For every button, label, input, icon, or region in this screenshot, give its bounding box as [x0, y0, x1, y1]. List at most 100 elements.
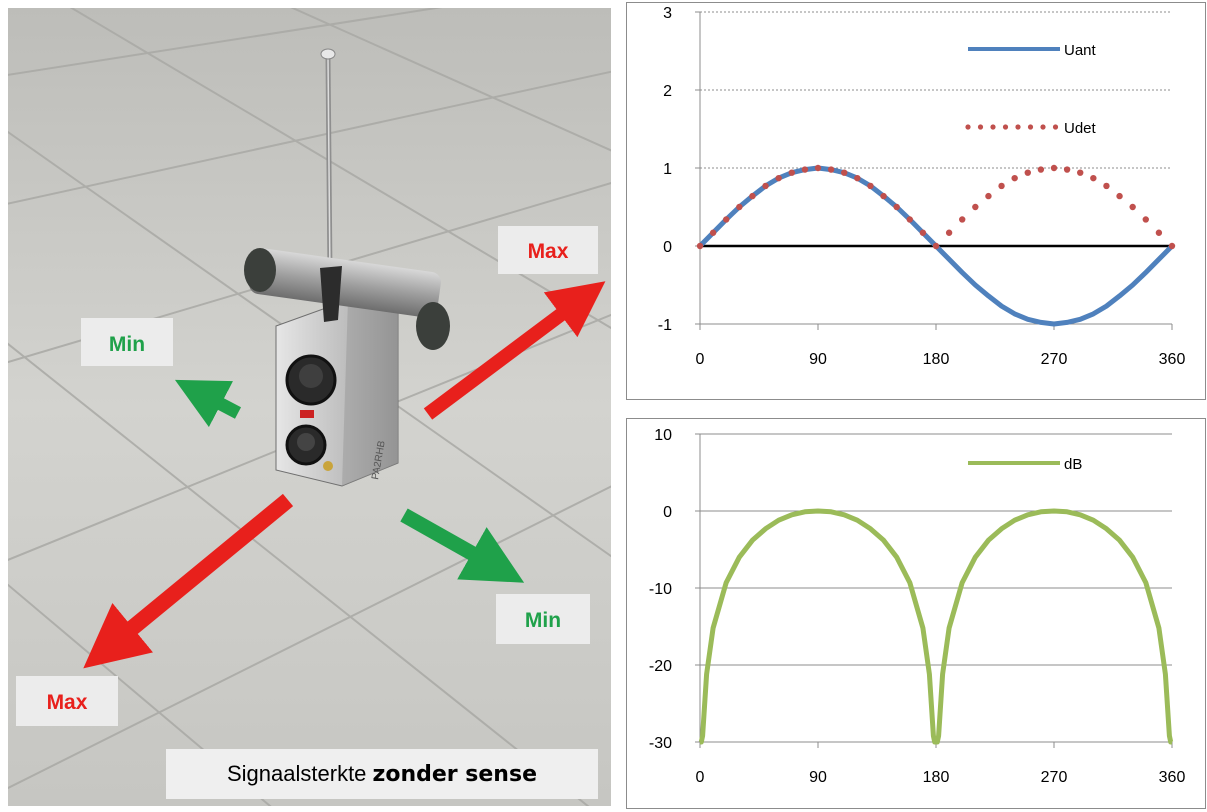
x-tick-label: 180 [923, 769, 950, 786]
data-point [1116, 192, 1123, 200]
data-point [959, 216, 966, 223]
x-tick-labels: 0 90 180 270 360 [696, 351, 1186, 368]
data-point [867, 182, 874, 190]
y-tick-labels: -30 -20 -10 0 10 [649, 427, 672, 752]
data-point [841, 169, 848, 176]
y-tick-label: -1 [658, 317, 672, 334]
series-Udet [696, 164, 1176, 250]
x-tick-label: 0 [696, 351, 705, 368]
x-tick-label: 0 [696, 769, 705, 786]
data-point [762, 182, 769, 190]
y-tick-labels: -1 0 1 2 3 [658, 5, 672, 334]
data-point [880, 192, 887, 200]
y-tick-label: 0 [663, 504, 672, 521]
ferrite-rod-cap-right [416, 302, 450, 350]
data-point [827, 166, 835, 173]
series-dB [698, 508, 1174, 745]
legend-item-dB: dB [968, 456, 1082, 473]
data-point [1168, 242, 1176, 250]
chart-voltage: -1 0 1 2 3 0 90 180 270 360 Uant Udet [626, 2, 1206, 400]
legend-swatch [965, 124, 971, 130]
legend-swatch [1052, 124, 1059, 130]
max-arrow-down-left [83, 493, 294, 669]
max-label-top: Max [528, 240, 569, 263]
data-point [985, 192, 992, 200]
max-arrow-up-right [423, 281, 606, 420]
y-tick-label: -20 [649, 658, 672, 675]
series-group [696, 164, 1176, 327]
series-group [698, 508, 1174, 745]
data-point [919, 229, 927, 236]
x-tick-label: 90 [809, 351, 827, 368]
legend-swatch [1040, 124, 1046, 130]
data-point [972, 203, 979, 211]
y-tick-label: 0 [663, 239, 672, 256]
data-point [1037, 166, 1045, 173]
data-point [1050, 164, 1058, 172]
y-tick-label: -10 [649, 581, 672, 598]
legend-label: dB [1064, 456, 1082, 473]
y-tick-label: 2 [663, 83, 672, 100]
legend-swatch [990, 124, 996, 130]
x-tick-label: 360 [1159, 351, 1186, 368]
x-tick-label: 180 [923, 351, 950, 368]
switch [300, 410, 314, 418]
legend-swatch [1002, 124, 1009, 130]
data-point [814, 164, 822, 172]
legend-label: Uant [1064, 42, 1097, 59]
x-tick-labels: 0 90 180 270 360 [696, 769, 1186, 786]
data-point [723, 216, 730, 223]
photo-caption: Signaalsterkte zonder sense [227, 761, 537, 787]
x-tick-label: 360 [1159, 769, 1186, 786]
data-point [749, 192, 756, 200]
data-point [1155, 229, 1163, 236]
data-point [1011, 174, 1018, 182]
chart-frame [626, 2, 1206, 400]
max-label-bottom: Max [47, 691, 88, 714]
data-point [1129, 203, 1136, 211]
min-label-left: Min [109, 333, 145, 356]
data-point [932, 242, 940, 250]
caption-bold: zonder sense [373, 762, 537, 787]
data-point [801, 166, 809, 173]
data-point [1077, 169, 1084, 176]
legend-label: Udet [1064, 120, 1097, 137]
x-tick-label: 90 [809, 769, 827, 786]
legend-item-Uant: Uant [968, 42, 1097, 59]
photo-panel: PA2RHB Max Min Min Max Signaalsterkte zo… [8, 8, 611, 806]
data-point [788, 169, 795, 176]
legend-item-Udet: Udet [965, 120, 1097, 137]
legend: dB [968, 456, 1082, 473]
data-point [736, 203, 743, 211]
series-line [698, 508, 1174, 745]
y-tick-label: 10 [654, 427, 672, 444]
data-point [709, 229, 717, 236]
min-label-right: Min [525, 609, 561, 632]
legend-swatch [1027, 124, 1034, 130]
data-point [1024, 169, 1031, 176]
min-arrow-down-right [400, 508, 525, 583]
y-tick-label: 3 [663, 5, 672, 22]
min-arrow-up-left [174, 379, 242, 428]
x-tick-label: 270 [1041, 769, 1068, 786]
data-point [1103, 182, 1110, 190]
data-point [906, 216, 913, 223]
legend-swatch [1015, 124, 1021, 130]
data-point [775, 174, 782, 182]
data-point [998, 182, 1005, 190]
antenna [320, 48, 336, 277]
legend: Uant Udet [965, 42, 1097, 137]
chart-db: -30 -20 -10 0 10 0 90 180 270 360 dB [626, 418, 1206, 809]
data-point [1090, 174, 1097, 182]
data-point [893, 203, 900, 211]
y-tick-label: 1 [663, 161, 672, 178]
ferrite-rod-cap-left [244, 248, 276, 292]
receiver-device: PA2RHB [244, 248, 450, 487]
x-tick-label: 270 [1041, 351, 1068, 368]
data-point [696, 242, 704, 250]
data-point [1063, 166, 1071, 173]
legend-swatch [977, 124, 984, 130]
y-tick-label: -30 [649, 735, 672, 752]
data-point [1142, 216, 1149, 223]
data-point [945, 229, 953, 236]
